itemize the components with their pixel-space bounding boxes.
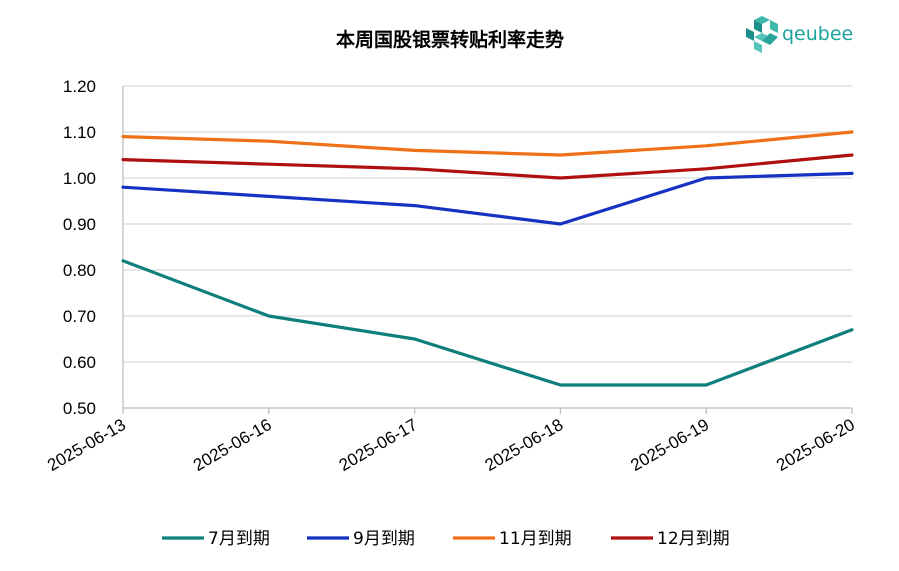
x-axis-tick-labels: 2025-06-13 2025-06-16 2025-06-17 2025-06-18…: [44, 415, 858, 475]
series-line-4: [121, 153, 854, 180]
legend-label-2: 9月到期: [353, 529, 415, 549]
x-tick-label: 2025-06-20: [773, 415, 858, 475]
y-tick-label: 0.50: [63, 399, 96, 418]
series-lines: [121, 130, 854, 387]
y-tick-label: 0.90: [63, 215, 96, 234]
y-tick-label: 1.20: [63, 77, 96, 96]
legend-label-4: 12月到期: [657, 529, 730, 549]
legend-label-3: 11月到期: [499, 529, 572, 549]
grid-lines: [123, 85, 852, 363]
qeubee-cube-icon: [746, 16, 778, 53]
x-tick-label: 2025-06-18: [482, 415, 567, 475]
x-tick-label: 2025-06-19: [627, 415, 712, 475]
series-line-2: [121, 171, 854, 226]
logo: qeubee: [746, 16, 853, 53]
x-tick-label: 2025-06-16: [190, 415, 275, 475]
legend: 7月到期 9月到期 11月到期 12月到期: [162, 529, 730, 549]
x-tick-label: 2025-06-13: [44, 415, 129, 475]
series-line-1: [121, 259, 854, 387]
chart-title: 本周国股银票转贴利率走势: [336, 28, 564, 51]
x-tick-label: 2025-06-17: [336, 415, 421, 475]
legend-label-1: 7月到期: [208, 529, 270, 549]
logo-wordmark: qeubee: [782, 23, 853, 45]
y-tick-label: 0.60: [63, 353, 96, 372]
y-tick-label: 1.00: [63, 169, 96, 188]
series-line-3: [121, 130, 854, 157]
axes: [122, 86, 853, 414]
y-axis-tick-labels: 0.50 0.60 0.70 0.80 0.90 1.00 1.10 1.20: [63, 77, 96, 418]
y-tick-label: 0.70: [63, 307, 96, 326]
y-tick-label: 0.80: [63, 261, 96, 280]
y-tick-label: 1.10: [63, 123, 96, 142]
